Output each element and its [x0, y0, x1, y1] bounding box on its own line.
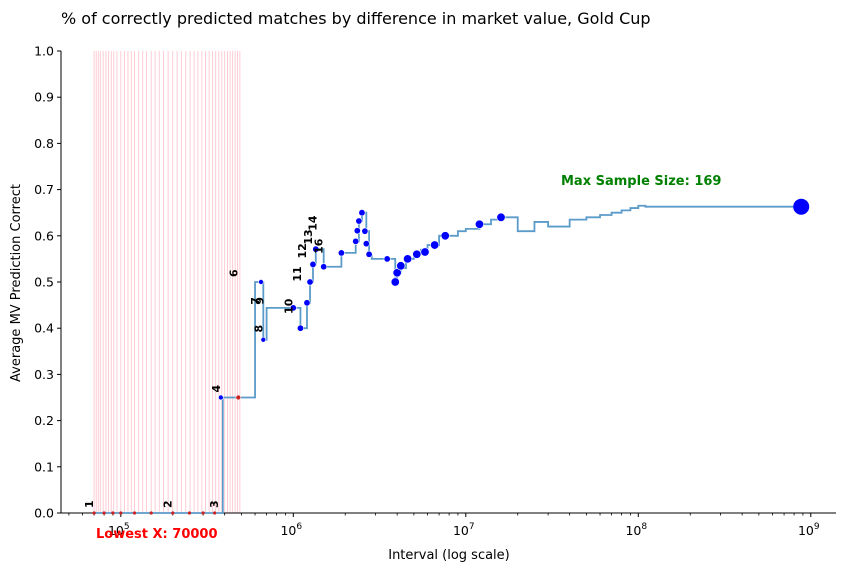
data-point — [496, 212, 506, 222]
point-label: 11 — [291, 266, 304, 281]
x-tick-label: 109 — [798, 522, 820, 538]
y-tick-label: 0.3 — [34, 367, 54, 382]
y-tick-label: 0.9 — [34, 90, 54, 105]
low-point — [92, 511, 96, 515]
low-point — [171, 511, 175, 515]
y-tick-label: 0.0 — [34, 506, 54, 521]
data-point — [309, 260, 317, 268]
point-label: 4 — [210, 385, 223, 393]
data-point — [358, 209, 366, 217]
point-label: 1 — [83, 500, 96, 508]
data-point — [355, 217, 363, 225]
data-point — [235, 394, 242, 401]
x-tick-label: 108 — [625, 522, 647, 538]
data-point — [352, 237, 360, 245]
y-tick-label: 0.4 — [34, 321, 54, 336]
point-label: 16 — [313, 238, 326, 254]
low-point — [102, 511, 106, 515]
data-point — [312, 245, 320, 253]
data-point — [218, 394, 224, 401]
data-point — [420, 247, 430, 257]
lowest-x-annotation: Lowest X: 70000 — [96, 527, 218, 542]
data-point — [440, 231, 450, 241]
low-point — [201, 511, 205, 515]
point-label: 3 — [208, 500, 221, 508]
point-label: 7 — [249, 297, 262, 305]
point-label: 10 — [282, 298, 295, 314]
y-tick-label: 0.2 — [34, 413, 54, 428]
y-tick-label: 0.1 — [34, 459, 54, 474]
data-point — [396, 261, 406, 271]
data-point — [390, 277, 400, 287]
low-point — [187, 511, 192, 515]
y-tick-label: 0.7 — [34, 182, 54, 197]
point-label: 13 — [302, 229, 315, 244]
data-point — [303, 299, 311, 307]
low-point — [213, 511, 217, 515]
data-point — [320, 263, 328, 271]
max-point — [793, 198, 810, 215]
data-point — [337, 249, 345, 257]
data-point — [365, 250, 373, 258]
low-point — [119, 511, 123, 515]
data-point — [392, 268, 402, 278]
data-point — [430, 240, 440, 250]
y-tick-label: 1.0 — [34, 44, 54, 59]
point-label: 9 — [253, 297, 266, 305]
y-tick-label: 0.6 — [34, 228, 54, 243]
data-point — [289, 304, 297, 312]
data-point — [306, 278, 314, 286]
point-label: 8 — [252, 325, 265, 333]
series-line — [94, 204, 802, 514]
x-axis-label: Interval (log scale) — [388, 548, 510, 563]
x-tick-label: 107 — [453, 522, 475, 538]
y-axis-label: Average MV Prediction Correct — [9, 184, 24, 382]
low-point — [132, 511, 137, 515]
data-point — [296, 324, 304, 332]
y-tick-label: 0.5 — [34, 275, 54, 290]
data-point — [412, 249, 422, 259]
vertical-lines — [93, 51, 241, 513]
data-point — [353, 227, 361, 235]
low-point — [111, 511, 115, 515]
point-label: 12 — [296, 243, 309, 258]
data-point — [474, 219, 484, 229]
chart-title: % of correctly predicted matches by diff… — [61, 9, 651, 28]
point-label: 14 — [306, 215, 319, 231]
data-point — [383, 255, 391, 263]
data-point — [362, 240, 370, 248]
data-point — [258, 279, 264, 285]
data-point — [260, 336, 267, 343]
y-tick-label: 0.8 — [34, 136, 54, 151]
low-point — [149, 511, 153, 515]
x-tick-label: 106 — [280, 522, 302, 538]
data-point — [403, 254, 413, 264]
x-tick-label: 105 — [108, 522, 130, 538]
point-label: 2 — [162, 500, 175, 508]
point-label: 6 — [227, 269, 240, 277]
max-sample-annotation: Max Sample Size: 169 — [561, 174, 721, 189]
data-point — [361, 227, 369, 235]
